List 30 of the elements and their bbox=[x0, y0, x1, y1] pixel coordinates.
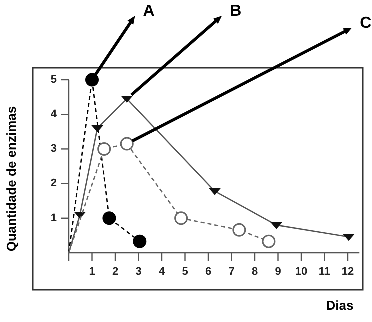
x-tick-label: 7 bbox=[228, 266, 235, 278]
y-tick-label: 4 bbox=[50, 108, 58, 121]
x-tick-label: 8 bbox=[252, 266, 258, 278]
text: C bbox=[360, 15, 372, 32]
x-tick-label: 5 bbox=[182, 266, 188, 278]
point bbox=[98, 142, 112, 156]
x-tick-label: 3 bbox=[136, 266, 142, 278]
y-tick-label: 1 bbox=[50, 212, 57, 224]
point bbox=[232, 223, 246, 237]
point bbox=[102, 212, 116, 226]
x-tick-label: 2 bbox=[112, 266, 119, 278]
x-tick-label: 10 bbox=[295, 266, 308, 278]
x-tick-label: 1 bbox=[89, 266, 96, 278]
x-axis-title: Dias bbox=[326, 298, 354, 313]
x-tick-label: 9 bbox=[275, 266, 282, 278]
point bbox=[133, 234, 147, 248]
point bbox=[174, 212, 188, 226]
y-tick-label: 3 bbox=[50, 143, 57, 156]
x-tick-label: 12 bbox=[342, 266, 354, 278]
point bbox=[262, 234, 276, 248]
x-tick-label: 4 bbox=[158, 266, 166, 278]
y-tick-label: 2 bbox=[50, 178, 57, 190]
point bbox=[120, 137, 134, 151]
x-tick-label: 6 bbox=[205, 266, 212, 278]
y-axis-title: Quantidade de enzimas bbox=[4, 106, 19, 252]
text: B bbox=[230, 3, 242, 20]
x-tick-label: 11 bbox=[318, 266, 331, 278]
point bbox=[86, 73, 99, 87]
y-tick-label: 5 bbox=[50, 74, 57, 86]
text: A bbox=[143, 3, 156, 20]
